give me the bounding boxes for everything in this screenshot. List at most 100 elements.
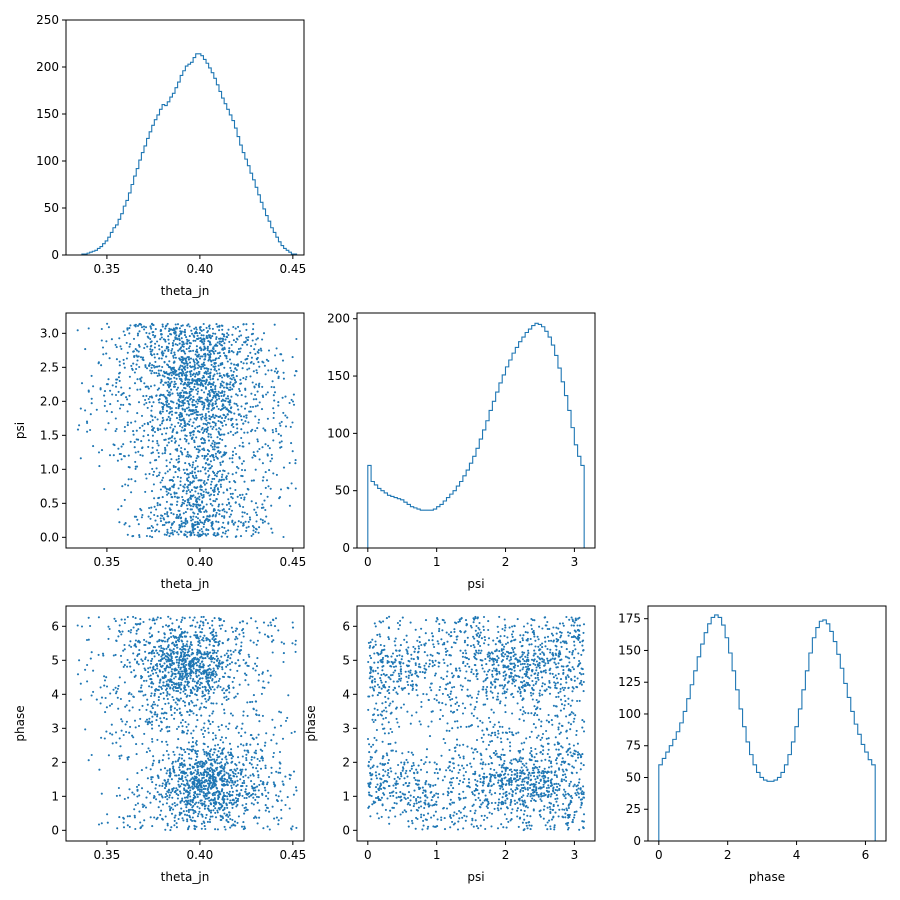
scatter-point xyxy=(212,799,215,802)
scatter-point xyxy=(204,675,207,678)
scatter-point xyxy=(206,653,209,656)
scatter-point xyxy=(181,340,184,343)
scatter-point xyxy=(227,328,230,331)
scatter-point xyxy=(207,779,210,782)
scatter-point xyxy=(178,790,182,793)
scatter-point xyxy=(239,382,242,385)
scatter-point xyxy=(204,792,207,795)
scatter-point xyxy=(191,741,194,744)
scatter-point xyxy=(195,753,199,756)
scatter-point xyxy=(237,731,240,734)
scatter-point xyxy=(226,762,229,765)
scatter-point xyxy=(170,826,173,829)
scatter-point xyxy=(189,350,192,353)
scatter-point xyxy=(190,397,193,400)
scatter-point xyxy=(147,675,150,678)
scatter-point xyxy=(187,442,190,445)
scatter-point xyxy=(228,358,232,361)
scatter-point xyxy=(214,390,217,393)
scatter-point xyxy=(146,527,149,530)
scatter-point xyxy=(164,702,167,705)
scatter-point xyxy=(170,413,174,416)
scatter-point xyxy=(199,470,202,473)
scatter-point xyxy=(225,386,228,389)
scatter-point xyxy=(195,436,198,439)
scatter-point xyxy=(171,392,174,395)
scatter-point xyxy=(222,620,226,623)
scatter-point xyxy=(200,786,203,789)
scatter-point xyxy=(175,822,178,825)
scatter-point xyxy=(272,639,275,642)
scatter-point xyxy=(197,492,200,495)
scatter-point xyxy=(174,629,177,632)
scatter-point xyxy=(215,498,218,501)
scatter-point xyxy=(180,415,183,418)
scatter-point xyxy=(198,370,201,373)
scatter-point xyxy=(241,768,244,771)
scatter-point xyxy=(217,490,221,493)
scatter-point xyxy=(191,808,194,811)
scatter-point xyxy=(278,710,281,713)
scatter-point xyxy=(196,653,199,656)
scatter-point xyxy=(185,778,188,781)
scatter-point xyxy=(160,401,163,405)
scatter-point xyxy=(144,693,147,696)
scatter-point xyxy=(236,821,239,824)
scatter-point xyxy=(129,440,132,443)
scatter-point xyxy=(205,752,208,755)
scatter-point xyxy=(234,488,237,492)
scatter-point xyxy=(182,349,185,352)
scatter-point xyxy=(151,467,154,470)
scatter-point xyxy=(228,691,231,694)
scatter-point xyxy=(174,667,177,670)
scatter-point xyxy=(295,337,298,341)
scatter-point xyxy=(208,467,211,470)
scatter-point xyxy=(114,417,117,420)
scatter-point xyxy=(194,490,197,493)
scatter-point xyxy=(241,722,244,725)
scatter-point xyxy=(179,688,183,691)
scatter-point xyxy=(243,812,246,815)
scatter-point xyxy=(203,428,206,431)
scatter-point xyxy=(177,444,181,447)
scatter-point xyxy=(279,353,282,356)
scatter-point xyxy=(183,688,186,691)
scatter-point xyxy=(80,625,84,628)
scatter-point xyxy=(260,692,263,695)
scatter-point xyxy=(163,636,166,639)
scatter-point xyxy=(246,431,249,434)
scatter-point xyxy=(184,751,187,754)
scatter-point xyxy=(213,486,216,489)
scatter-point xyxy=(167,646,170,649)
scatter-point xyxy=(196,793,199,796)
scatter-point xyxy=(241,804,244,807)
scatter-point xyxy=(229,505,232,508)
scatter-point xyxy=(132,615,135,618)
scatter-point xyxy=(179,480,182,483)
scatter-point xyxy=(221,689,224,692)
scatter-point xyxy=(231,473,234,476)
scatter-point xyxy=(156,616,159,619)
scatter-point xyxy=(196,379,199,382)
scatter-point xyxy=(242,779,246,782)
scatter-point xyxy=(230,748,233,751)
scatter-point xyxy=(232,425,235,429)
scatter-point xyxy=(228,811,231,814)
scatter-point xyxy=(189,375,192,378)
scatter-point xyxy=(188,647,191,650)
scatter-point xyxy=(183,437,186,440)
scatter-point xyxy=(170,657,173,660)
scatter-point xyxy=(176,746,179,749)
scatter-point xyxy=(178,414,181,417)
scatter-point xyxy=(235,375,238,378)
scatter-point xyxy=(137,523,140,526)
scatter-point xyxy=(188,703,191,706)
scatter-point xyxy=(207,790,210,793)
scatter-point xyxy=(194,523,197,526)
scatter-point xyxy=(202,481,205,484)
scatter-point xyxy=(214,534,217,537)
scatter-point xyxy=(163,349,167,352)
scatter-point xyxy=(158,394,161,397)
scatter-point xyxy=(271,428,274,432)
scatter-point xyxy=(188,335,191,338)
